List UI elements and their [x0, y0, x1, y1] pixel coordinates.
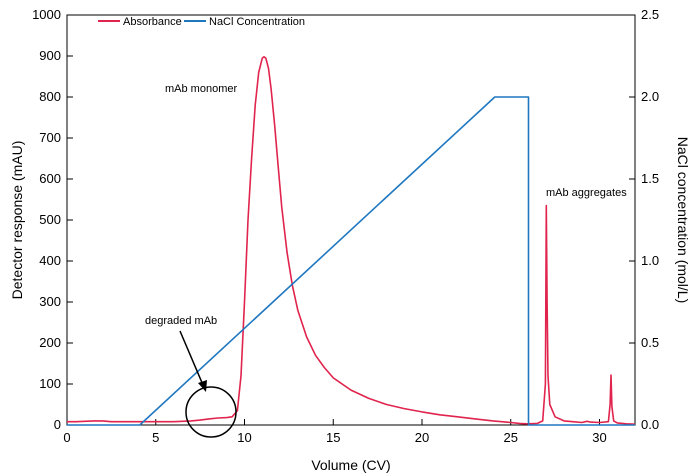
y-tick-label: 100: [39, 376, 61, 391]
plot-frame: [66, 14, 636, 426]
y-tick-label: 900: [39, 48, 61, 63]
x-tick-label: 30: [592, 430, 606, 445]
annotation-arrow-head: [198, 380, 207, 392]
y2-axis-title: NaCl concentration (mol/L): [675, 137, 691, 304]
annotation-mab-monomer: mAb monomer: [165, 83, 237, 95]
x-tick-label: 0: [63, 430, 70, 445]
y-tick-label: 200: [39, 335, 61, 350]
series-line-absorbance: [67, 56, 636, 425]
annotation-mab-aggregates: mAb aggregates: [546, 187, 627, 199]
y-tick-label: 1000: [32, 7, 61, 22]
y2-tick-label: 0.0: [641, 417, 659, 432]
legend: Absorbance NaCl Concentration: [98, 16, 305, 28]
legend-label-absorbance: Absorbance: [123, 16, 182, 28]
y-axis-left: 0 100 200 300 400 500 600 700 800 900 1000: [32, 7, 73, 432]
y2-tick-label: 1.0: [641, 253, 659, 268]
y2-tick-label: 1.5: [641, 171, 659, 186]
y2-tick-label: 0.5: [641, 335, 659, 350]
y-axis-title: Detector response (mAU): [9, 141, 25, 300]
x-tick-label: 25: [504, 430, 518, 445]
y-tick-label: 0: [54, 417, 61, 432]
y-axis-right: 0.0 0.5 1.0 1.5 2.0 2.5: [629, 7, 659, 432]
y2-tick-label: 2.0: [641, 89, 659, 104]
y-tick-label: 800: [39, 89, 61, 104]
annotation-circle-degraded: [185, 386, 237, 438]
y-tick-label: 700: [39, 130, 61, 145]
x-tick-label: 15: [326, 430, 340, 445]
series-line-nacl-concentration: [67, 96, 635, 426]
annotation-arrow-shaft: [179, 330, 204, 386]
y2-tick-label: 2.5: [641, 7, 659, 22]
x-tick-label: 5: [152, 430, 159, 445]
x-axis: 0 5 10 15 20 25 30: [63, 419, 607, 445]
y-tick-label: 500: [39, 212, 61, 227]
legend-label-nacl: NaCl Concentration: [209, 16, 305, 28]
x-tick-label: 20: [415, 430, 429, 445]
x-tick-label: 10: [237, 430, 251, 445]
series-layer: [67, 56, 636, 426]
y-tick-label: 600: [39, 171, 61, 186]
x-axis-title: Volume (CV): [311, 457, 390, 473]
annotation-degraded-mab: degraded mAb: [145, 315, 217, 327]
y-tick-label: 400: [39, 253, 61, 268]
y-tick-label: 300: [39, 294, 61, 309]
